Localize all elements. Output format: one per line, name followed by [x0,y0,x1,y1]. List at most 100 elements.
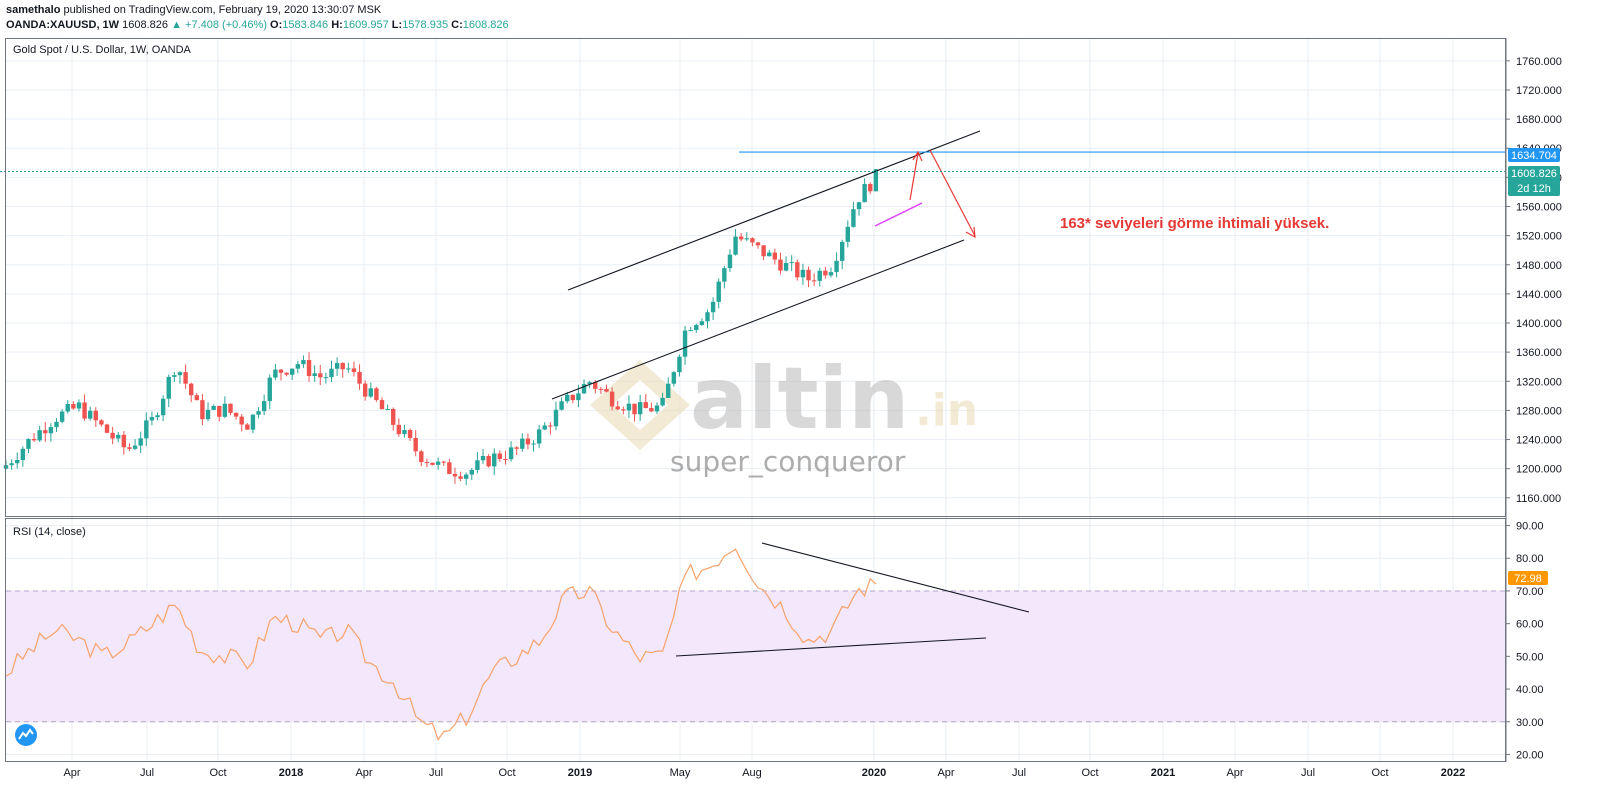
candle [306,352,312,382]
arrow-up-head-icon[interactable] [912,150,923,162]
candle [811,273,817,286]
candle [329,360,334,382]
candle [536,424,542,449]
rsi-tick-label: 70.00 [1516,586,1544,598]
candle [76,399,82,412]
price-tick-label: 1320.000 [1516,376,1562,388]
time-tick-label: Apr [355,767,372,779]
candle [323,372,329,384]
time-tick-label: Aug [742,767,762,779]
symbol-label[interactable]: OANDA:XAUUSD, 1W [6,19,120,31]
price-tick-label: 1720.000 [1516,85,1562,97]
candle [200,393,205,426]
channel-lower-line[interactable] [551,239,965,400]
candle [312,365,317,382]
candle [177,371,183,384]
arrow-drawings[interactable] [909,149,976,239]
candle [806,266,811,288]
candle [65,400,70,414]
candle [435,457,441,470]
candle [514,446,519,455]
time-tick-label: Apr [937,767,954,779]
arrow-down-head-icon[interactable] [965,226,976,239]
rsi-support-line[interactable] [675,637,987,657]
candle [677,354,682,377]
watermark-suffix: .in [915,385,978,436]
rsi-tick-label: 40.00 [1516,684,1544,696]
time-tick-label: 2021 [1151,767,1175,779]
time-tick-label: Jul [1301,767,1315,779]
support-trendline[interactable] [874,202,923,227]
price-axis[interactable]: 1760.0001720.0001680.0001640.0001600.000… [1506,56,1562,505]
candle [637,394,643,421]
candle [497,450,503,462]
candle [71,401,76,410]
candle [301,355,306,368]
last-price-text: 1608.826 [1511,168,1557,180]
candle [621,406,626,415]
price-tick-label: 1560.000 [1516,201,1562,213]
time-tick-label: 2018 [279,767,303,779]
quote-line: OANDA:XAUUSD, 1W 1608.826 ▲ +7.408 (+0.4… [6,19,509,31]
time-tick-label: May [670,767,691,779]
author-name[interactable]: samethalo [6,4,61,16]
annotation-text[interactable]: 163* seviyeleri görme ihtimali yüksek. [1060,215,1329,232]
price-pane-title: Gold Spot / U.S. Dollar, 1W, OANDA [13,44,192,56]
candle [357,364,362,390]
candle [155,412,160,421]
rsi-tick-label: 30.00 [1516,717,1544,729]
price-tick-label: 1240.000 [1516,435,1562,447]
time-axis[interactable]: Apr Jul Oct 2018 Apr Jul Oct 2019 May Aug 2020 Apr J… [63,767,1465,779]
candle [93,407,98,427]
candle [172,371,177,383]
watermark: altin .in super_conqueror [590,349,978,478]
candle [48,423,54,442]
candle [862,178,867,203]
candle [340,362,345,378]
arrow-down-line[interactable] [929,149,976,237]
candle [413,430,418,457]
candle [795,259,800,281]
candle [144,412,149,446]
close-value: 1608.826 [462,19,509,31]
candle [475,452,480,474]
arrow-up-line[interactable] [909,152,919,201]
candle [110,426,115,445]
hline-price-label: 1634.704 [1508,148,1560,162]
candle [688,326,693,332]
candle [834,252,839,278]
time-tick-label: Oct [1371,767,1388,779]
channel-upper-line[interactable] [567,130,981,291]
chart-header: samethalo published on TradingView.com, … [0,0,1600,38]
candle [188,382,194,403]
candle [565,391,570,404]
rsi-drawings [675,542,1030,657]
candle [767,249,772,257]
rsi-band [6,590,1506,722]
candle [20,446,26,467]
candle [873,169,879,192]
candle [682,325,688,365]
candle [458,471,463,482]
candle [82,394,87,421]
tradingview-logo-icon[interactable] [15,724,37,746]
candle [194,392,200,401]
candle [845,220,851,248]
candle [222,396,228,419]
candle [778,252,783,275]
rsi-axis[interactable]: 90.00 80.00 70.00 60.00 50.00 40.00 30.00 20.00 [1506,521,1544,762]
candle [694,323,699,333]
candle [699,318,705,326]
candle [604,384,609,393]
time-tick-label: Oct [1081,767,1098,779]
rsi-resistance-line[interactable] [761,542,1030,613]
candle [43,421,48,442]
candlestick-series [3,169,879,486]
candle [828,267,834,278]
rsi-pane-title: RSI (14, close) [13,526,86,538]
candle [755,241,761,249]
price-tick-label: 1680.000 [1516,114,1562,126]
candle [463,472,469,486]
candle [722,265,727,289]
